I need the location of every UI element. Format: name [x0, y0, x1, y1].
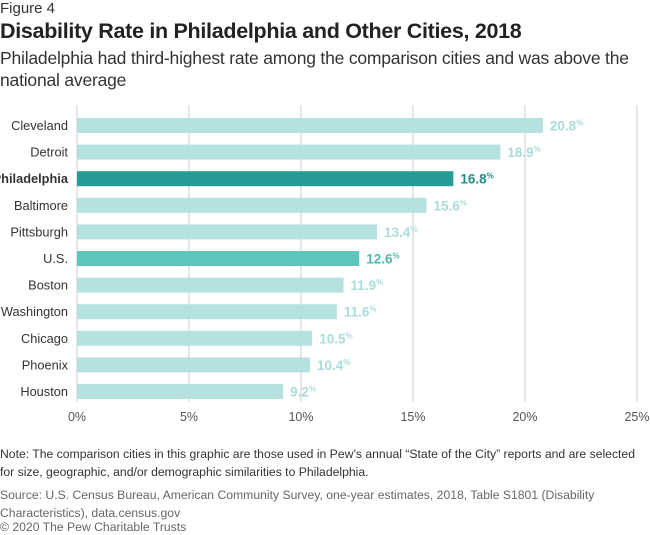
x-tick-label: 15% — [400, 410, 425, 424]
bar — [77, 277, 344, 293]
bar — [77, 144, 501, 160]
bar — [77, 357, 310, 373]
x-tick-label: 20% — [512, 410, 537, 424]
bar — [77, 171, 454, 187]
value-label: 13.4% — [384, 225, 417, 240]
value-label: 20.8% — [550, 119, 583, 134]
category-label: Detroit — [30, 145, 68, 160]
x-tick-label: 0% — [68, 410, 86, 424]
bar — [77, 304, 337, 320]
bar — [77, 384, 284, 399]
category-label: Baltimore — [14, 198, 68, 213]
chart-source: Source: U.S. Census Bureau, American Com… — [0, 488, 595, 520]
category-label: Pittsburgh — [10, 224, 68, 239]
bar — [77, 330, 313, 346]
category-label: Houston — [20, 384, 68, 399]
value-label: 18.9% — [507, 145, 540, 160]
x-tick-label: 5% — [180, 410, 198, 424]
x-tick-label: 10% — [288, 410, 313, 424]
category-label: Phoenix — [22, 357, 69, 372]
bars — [77, 118, 543, 399]
value-label: 12.6% — [366, 252, 399, 267]
value-label: 10.5% — [319, 331, 352, 346]
category-label: Philadelphia — [0, 171, 69, 186]
x-axis-tick-labels: 0% 5% 10% 15% 20% 25% — [68, 410, 650, 424]
value-label: 9.2% — [290, 385, 316, 400]
chart-subtitle: Philadelphia had third-highest rate amon… — [0, 48, 629, 90]
category-label: Boston — [28, 278, 68, 293]
value-label: 11.6% — [344, 305, 377, 320]
value-label: 16.8% — [460, 172, 493, 187]
bar-chart: Cleveland Detroit Philadelphia Baltimore Pit… — [0, 105, 650, 424]
category-label: Cleveland — [11, 118, 68, 133]
bar — [77, 197, 427, 213]
value-label: 11.9% — [351, 278, 384, 293]
category-label: U.S. — [43, 251, 68, 266]
x-tick-label: 25% — [624, 410, 649, 424]
bar — [77, 251, 360, 266]
bar — [77, 224, 378, 240]
category-labels: Cleveland Detroit Philadelphia Baltimore Pit… — [0, 118, 69, 399]
chart-title: Disability Rate in Philadelphia and Othe… — [0, 19, 522, 43]
copyright: © 2020 The Pew Charitable Trusts — [0, 520, 187, 534]
figure-label: Figure 4 — [0, 0, 56, 17]
value-labels: 20.8% 18.9% 16.8% 15.6% 13.4% 12.6% 11.9% 11.6%… — [290, 119, 583, 400]
category-label: Chicago — [21, 331, 68, 346]
bar — [77, 118, 543, 133]
category-label: Washington — [1, 304, 68, 319]
value-label: 15.6% — [433, 198, 466, 213]
value-label: 10.4% — [317, 358, 350, 373]
chart-note: Note: The comparison cities in this grap… — [0, 447, 635, 479]
